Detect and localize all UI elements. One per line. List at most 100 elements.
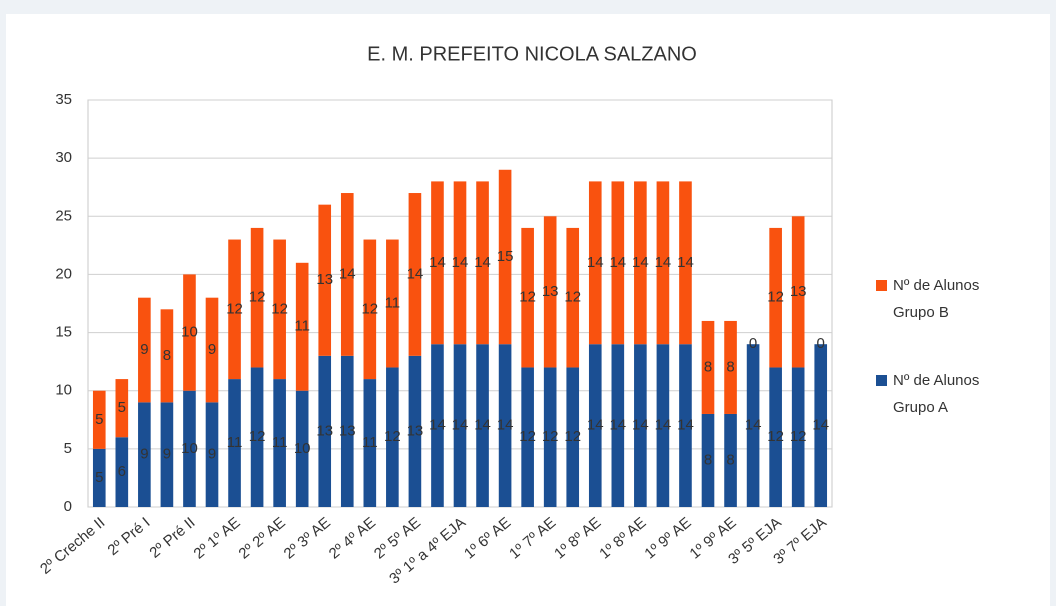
data-label: 12 — [519, 289, 536, 306]
data-label: 12 — [384, 428, 401, 445]
data-label: 0 — [817, 335, 825, 352]
bar-segment — [160, 402, 174, 507]
bar-segment — [679, 344, 692, 507]
data-label: 14 — [677, 417, 694, 434]
data-label: 14 — [745, 417, 762, 434]
data-label: 14 — [407, 265, 424, 282]
data-label: 14 — [474, 254, 491, 271]
bar-segment — [340, 355, 354, 507]
data-label: 9 — [208, 341, 216, 358]
data-label: 12 — [249, 428, 266, 445]
data-label: 12 — [542, 428, 559, 445]
bar-segment — [724, 320, 737, 414]
bar-segment — [701, 413, 715, 507]
x-tick-label: 2º 4º AE — [326, 514, 379, 562]
data-label: 0 — [749, 335, 757, 352]
data-label: 5 — [95, 469, 103, 486]
legend-swatch — [876, 375, 887, 386]
data-label: 14 — [497, 417, 514, 434]
data-label: 14 — [429, 254, 446, 271]
bar-segment — [183, 274, 196, 391]
bar-segment — [340, 193, 354, 356]
data-label: 13 — [790, 283, 807, 300]
data-label: 14 — [655, 417, 672, 434]
bar-segment — [566, 367, 580, 507]
bar-segment — [498, 169, 512, 345]
bar-segment — [769, 227, 782, 368]
bar-segment — [115, 379, 129, 438]
bar-segment — [724, 413, 737, 507]
bar-segment — [611, 181, 625, 345]
x-tick-label: 2º 2º AE — [236, 514, 289, 562]
data-label: 12 — [564, 428, 581, 445]
bar-segment — [476, 344, 489, 507]
y-tick-label: 30 — [55, 149, 72, 166]
legend-label: Nº de Alunos Grupo A — [893, 372, 980, 416]
data-label: 13 — [339, 422, 356, 439]
data-label: 8 — [704, 451, 712, 468]
bar-segment — [769, 367, 782, 507]
bar-segment — [228, 379, 241, 507]
data-label: 10 — [294, 440, 311, 457]
data-label: 14 — [587, 417, 604, 434]
bar-segment — [431, 344, 444, 507]
bar-segment — [273, 379, 286, 507]
x-tick-label: 1º 9º AE — [641, 514, 694, 562]
y-tick-label: 35 — [55, 91, 72, 108]
bar-segment — [205, 402, 219, 507]
data-label: 11 — [294, 318, 310, 335]
data-label: 8 — [163, 347, 171, 364]
bar-segment — [791, 216, 805, 368]
data-label: 13 — [316, 422, 333, 439]
bar-segment — [431, 181, 444, 345]
bar-segment — [543, 216, 557, 368]
data-label: 10 — [181, 324, 198, 341]
data-label: 13 — [316, 271, 333, 288]
bar-segment — [273, 239, 286, 380]
bar-segment — [588, 344, 602, 507]
data-label: 12 — [271, 300, 288, 317]
bar-segment — [521, 227, 534, 368]
data-label: 6 — [118, 463, 126, 480]
bar-segment — [679, 181, 692, 345]
y-tick-label: 25 — [55, 207, 72, 224]
bar-segment — [295, 262, 309, 391]
data-label: 8 — [726, 451, 734, 468]
x-tick-label: 2º Pré I — [105, 514, 154, 559]
bar-segment — [183, 390, 196, 507]
bar-segment — [408, 355, 422, 507]
data-label: 13 — [407, 422, 424, 439]
data-label: 12 — [226, 300, 243, 317]
data-label: 12 — [519, 428, 536, 445]
bar-segment — [453, 344, 467, 507]
bar-segment — [701, 320, 715, 414]
data-label: 12 — [790, 428, 807, 445]
data-label: 14 — [677, 254, 694, 271]
data-label: 15 — [497, 248, 514, 265]
bar-segment — [543, 367, 557, 507]
bar-segment — [138, 402, 151, 507]
bar-segment — [611, 344, 625, 507]
data-label: 12 — [249, 289, 266, 306]
data-label: 9 — [208, 446, 216, 463]
data-label: 5 — [95, 411, 103, 428]
bar-segment — [115, 437, 129, 507]
data-label: 8 — [704, 358, 712, 375]
y-tick-label: 15 — [55, 324, 72, 341]
data-label: 14 — [609, 417, 626, 434]
data-label: 14 — [812, 417, 829, 434]
bar-segment — [814, 344, 828, 507]
bar-segment — [386, 239, 399, 368]
x-tick-label: 1º 7º AE — [506, 514, 559, 562]
bar-segment — [228, 239, 241, 380]
bar-segment — [205, 297, 219, 403]
data-label: 9 — [163, 446, 171, 463]
bar-segment — [160, 309, 174, 403]
legend-swatch — [876, 280, 887, 291]
y-tick-label: 20 — [55, 265, 72, 282]
bar-segment — [408, 193, 422, 356]
data-label: 14 — [587, 254, 604, 271]
bar-segment — [588, 181, 602, 345]
x-tick-label: 2º Creche II — [37, 514, 108, 578]
